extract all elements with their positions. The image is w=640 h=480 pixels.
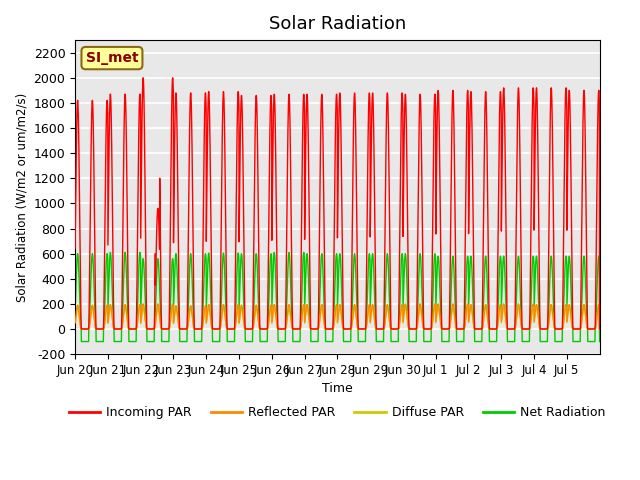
- Legend: Incoming PAR, Reflected PAR, Diffuse PAR, Net Radiation: Incoming PAR, Reflected PAR, Diffuse PAR…: [64, 401, 611, 424]
- Title: Solar Radiation: Solar Radiation: [269, 15, 406, 33]
- X-axis label: Time: Time: [322, 383, 353, 396]
- Y-axis label: Solar Radiation (W/m2 or um/m2/s): Solar Radiation (W/m2 or um/m2/s): [15, 93, 28, 302]
- Text: SI_met: SI_met: [86, 51, 138, 65]
